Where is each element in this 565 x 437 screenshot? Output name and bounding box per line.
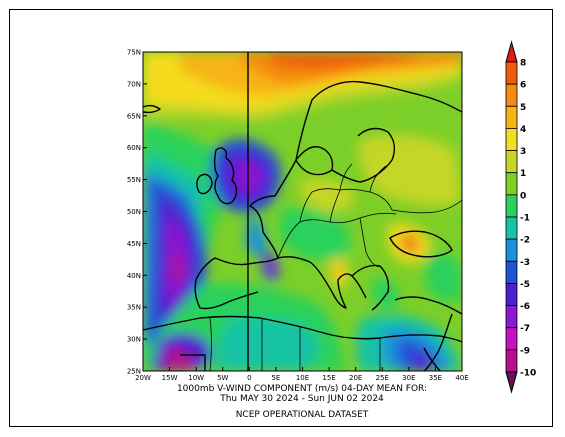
- colorbar: 8 6 5 4 3 1 0 -1 -2 -3 -5 -6 -7 -9 -10: [505, 40, 536, 394]
- lat-tick-label: 50N: [127, 208, 141, 216]
- colorbar-level-label: -5: [520, 280, 530, 290]
- colorbar-segment: [505, 128, 518, 151]
- lat-tick-label: 40N: [127, 272, 141, 280]
- scandinavia-south: [295, 146, 334, 176]
- colorbar-level-label: -6: [520, 302, 530, 312]
- lon-tick-label: 15E: [322, 374, 335, 382]
- longitude-axis: 20W 15W 10W 5W 0 5E 10E 15E 20E 25E 30E 35E 40E: [135, 367, 469, 382]
- iceland-coast: [143, 104, 161, 114]
- lat-tick-label: 55N: [127, 176, 141, 184]
- lat-tick-label: 45N: [127, 240, 141, 248]
- colorbar-level-label: -10: [520, 369, 536, 379]
- lat-tick-label: 25N: [127, 368, 141, 376]
- lon-tick-label: 15W: [162, 374, 178, 382]
- colorbar-level-label: 3: [520, 147, 526, 157]
- colorbar-segment: [505, 305, 518, 329]
- colorbar-level-label: 4: [520, 125, 526, 135]
- colorbar-level-label: -3: [520, 258, 530, 268]
- colorbar-segment: [505, 349, 518, 373]
- lat-tick-label: 70N: [127, 80, 141, 88]
- colorbar-level-label: -7: [520, 324, 530, 334]
- lon-tick-label: 40E: [455, 374, 468, 382]
- great-britain-coast: [213, 147, 238, 205]
- north-africa-coast: [143, 315, 462, 343]
- colorbar-level-label: -9: [520, 346, 530, 356]
- balkan-coast: [351, 264, 390, 311]
- colorbar-segment: [505, 105, 518, 129]
- west-africa-border: [180, 354, 206, 371]
- lon-tick-label: 5W: [217, 374, 228, 382]
- lon-tick-label: 35E: [429, 374, 442, 382]
- north-coast: [249, 80, 462, 233]
- lat-tick-label: 75N: [127, 49, 141, 57]
- iberia-coast: [194, 231, 279, 310]
- lat-tick-label: 60N: [127, 144, 141, 152]
- lat-tick-label: 30N: [127, 336, 141, 344]
- colorbar-segment: [505, 172, 518, 196]
- lon-tick-label: 30E: [402, 374, 415, 382]
- country-borders: [209, 163, 462, 371]
- lon-tick-label: 20E: [349, 374, 362, 382]
- caption-line-1: 1000mb V-WIND COMPONENT (m/s) 04-DAY MEA…: [176, 384, 428, 394]
- lon-tick-label: 10E: [296, 374, 309, 382]
- anatolia-coast: [394, 296, 462, 315]
- lat-tick-label: 65N: [127, 112, 141, 120]
- dataset-label: NCEP OPERATIONAL DATASET: [235, 410, 369, 420]
- red-sea-west: [423, 347, 441, 371]
- colorbar-segment: [505, 61, 518, 85]
- black-sea: [389, 230, 453, 258]
- colorbar-level-label: 0: [520, 191, 526, 201]
- colorbar-segment: [505, 238, 518, 262]
- figure-frame: [9, 9, 553, 427]
- colorbar-segment: [505, 283, 518, 306]
- colorbar-level-label: 8: [520, 59, 526, 69]
- latitude-axis: 75N 70N 65N 60N 55N 50N 45N 40N 35N 30N 25N: [127, 49, 147, 376]
- colorbar-level-label: 5: [520, 103, 526, 113]
- colorbar-segment: [505, 150, 518, 174]
- colorbar-segment: [505, 83, 518, 107]
- colorbar-max-arrow: [505, 40, 518, 63]
- lon-tick-label: 10W: [188, 374, 204, 382]
- colorbar-level-label: 6: [520, 81, 526, 91]
- lon-tick-label: 0: [247, 374, 251, 382]
- colorbar-segment: [505, 194, 518, 218]
- baltic-coast: [331, 127, 396, 183]
- colorbar-segment: [505, 216, 518, 240]
- colorbar-segment: [505, 260, 518, 284]
- colorbar-min-arrow: [505, 371, 518, 394]
- lon-tick-label: 20W: [135, 374, 151, 382]
- caption-line-2: Thu MAY 30 2024 - Sun JUN 02 2024: [220, 394, 384, 404]
- coastlines: [143, 80, 462, 371]
- levant-coast: [423, 313, 453, 371]
- lat-tick-label: 35N: [127, 304, 141, 312]
- colorbar-segment: [505, 327, 518, 351]
- colorbar-level-label: -1: [520, 214, 530, 224]
- ireland-coast: [196, 173, 213, 195]
- lon-tick-label: 25E: [376, 374, 389, 382]
- colorbar-level-label: 1: [520, 169, 526, 179]
- lon-tick-label: 5E: [271, 374, 280, 382]
- colorbar-level-label: -2: [520, 236, 530, 246]
